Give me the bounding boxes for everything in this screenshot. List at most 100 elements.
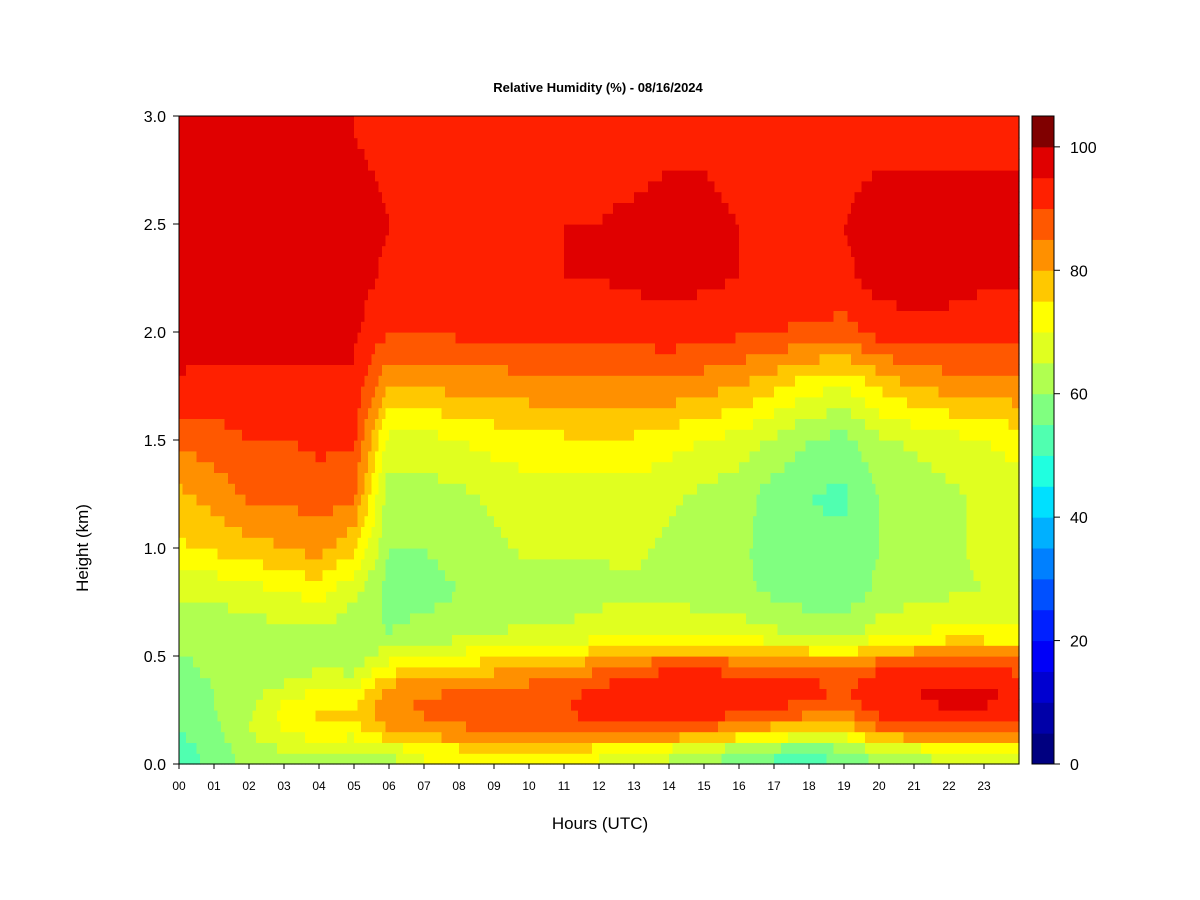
heatmap-cell (319, 408, 323, 419)
heatmap-cell (389, 667, 393, 678)
heatmap-cell (239, 634, 243, 645)
heatmap-cell (186, 602, 190, 613)
heatmap-cell (190, 678, 194, 689)
heatmap-cell (456, 667, 460, 678)
heatmap-cell (246, 300, 250, 311)
heatmap-cell (452, 289, 456, 300)
heatmap-cell (274, 602, 278, 613)
heatmap-cell (396, 494, 400, 505)
heatmap-cell (417, 364, 421, 375)
heatmap-cell (200, 591, 204, 602)
heatmap-cell (435, 721, 439, 732)
heatmap-cell (190, 688, 194, 699)
heatmap-cell (358, 170, 362, 181)
heatmap-cell (379, 256, 383, 267)
heatmap-cell (463, 116, 467, 127)
heatmap-cell (414, 602, 418, 613)
heatmap-cell (466, 678, 470, 689)
heatmap-cell (197, 494, 201, 505)
heatmap-cell (438, 116, 442, 127)
heatmap-cell (302, 526, 306, 537)
heatmap-cell (305, 656, 309, 667)
heatmap-cell (368, 559, 372, 570)
heatmap-cell (288, 645, 292, 656)
heatmap-cell (242, 732, 246, 743)
heatmap-cell (193, 278, 197, 289)
heatmap-cell (438, 613, 442, 624)
heatmap-cell (200, 397, 204, 408)
heatmap-cell (242, 688, 246, 699)
heatmap-cell (309, 710, 313, 721)
heatmap-cell (403, 310, 407, 321)
heatmap-cell (214, 537, 218, 548)
heatmap-cell (435, 310, 439, 321)
heatmap-cell (291, 354, 295, 365)
heatmap-cell (267, 429, 271, 440)
heatmap-cell (253, 494, 257, 505)
heatmap-cell (288, 278, 292, 289)
heatmap-cell (431, 494, 435, 505)
heatmap-cell (298, 429, 302, 440)
heatmap-cell (459, 624, 463, 635)
heatmap-cell (337, 354, 341, 365)
heatmap-cell (249, 343, 253, 354)
heatmap-cell (466, 656, 470, 667)
heatmap-cell (291, 742, 295, 753)
heatmap-cell (326, 429, 330, 440)
heatmap-cell (260, 516, 264, 527)
heatmap-cell (214, 364, 218, 375)
heatmap-cell (186, 451, 190, 462)
heatmap-cell (246, 688, 250, 699)
heatmap-cell (466, 645, 470, 656)
heatmap-cell (452, 116, 456, 127)
heatmap-cell (386, 418, 390, 429)
heatmap-cell (228, 246, 232, 257)
heatmap-cell (459, 753, 463, 764)
heatmap-cell (337, 364, 341, 375)
heatmap-cell (372, 386, 376, 397)
heatmap-cell (389, 602, 393, 613)
heatmap-cell (358, 202, 362, 213)
heatmap-cell (239, 462, 243, 473)
heatmap-cell (179, 742, 183, 753)
heatmap-cell (260, 386, 264, 397)
heatmap-cell (284, 472, 288, 483)
heatmap-cell (330, 699, 334, 710)
heatmap-cell (361, 462, 365, 473)
heatmap-cell (421, 505, 425, 516)
heatmap-cell (344, 116, 348, 127)
heatmap-cell (193, 289, 197, 300)
heatmap-cell (330, 278, 334, 289)
heatmap-cell (466, 559, 470, 570)
heatmap-cell (403, 224, 407, 235)
heatmap-cell (179, 678, 183, 689)
heatmap-cell (330, 408, 334, 419)
heatmap-cell (459, 418, 463, 429)
heatmap-cell (386, 202, 390, 213)
heatmap-cell (337, 688, 341, 699)
heatmap-cell (323, 440, 327, 451)
heatmap-cell (407, 602, 411, 613)
heatmap-cell (421, 634, 425, 645)
heatmap-cell (407, 570, 411, 581)
heatmap-cell (270, 591, 274, 602)
heatmap-cell (375, 354, 379, 365)
heatmap-cell (340, 429, 344, 440)
heatmap-cell (354, 537, 358, 548)
heatmap-cell (305, 526, 309, 537)
heatmap-cell (340, 591, 344, 602)
heatmap-cell (344, 343, 348, 354)
heatmap-cell (218, 289, 222, 300)
heatmap-cell (340, 516, 344, 527)
heatmap-cell (207, 246, 211, 257)
heatmap-cell (459, 224, 463, 235)
heatmap-cell (379, 375, 383, 386)
heatmap-cell (316, 688, 320, 699)
heatmap-cell (403, 570, 407, 581)
heatmap-cell (221, 678, 225, 689)
heatmap-cell (298, 354, 302, 365)
heatmap-cell (365, 116, 369, 127)
heatmap-cell (228, 181, 232, 192)
heatmap-cell (466, 332, 470, 343)
heatmap-cell (414, 570, 418, 581)
